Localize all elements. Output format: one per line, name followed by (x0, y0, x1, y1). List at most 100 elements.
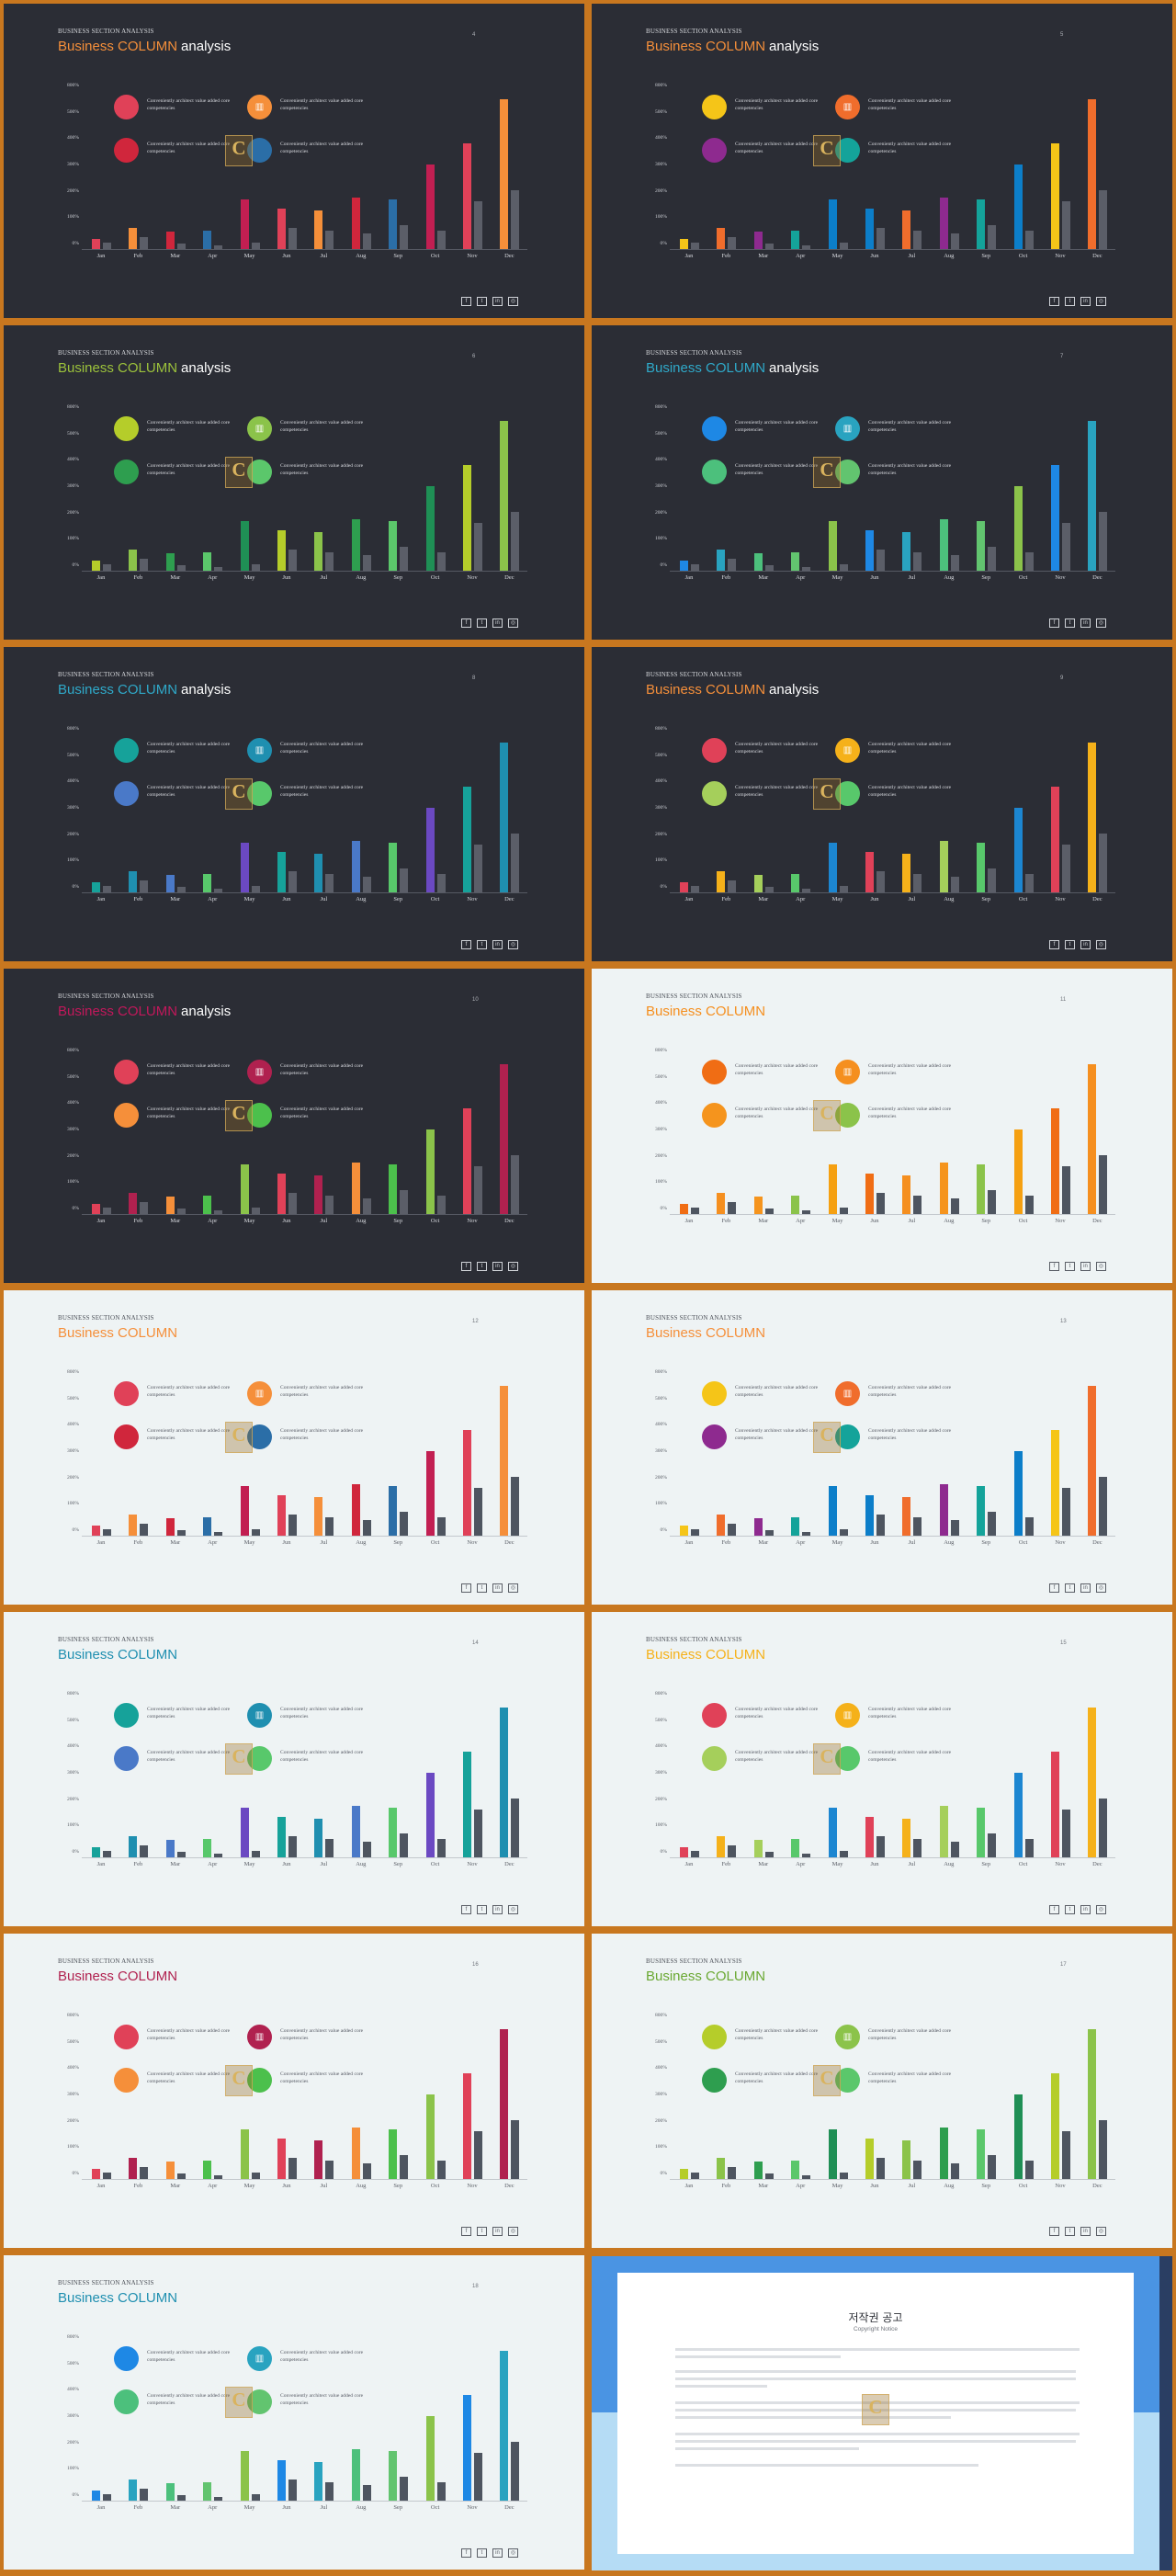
bar-secondary-sep (400, 1833, 409, 1857)
twitter-icon[interactable]: t (1065, 618, 1075, 628)
slide-thumbnail[interactable]: BUSINESS SECTION ANALYSIS Business COLUMN… (4, 647, 584, 961)
instagram-icon[interactable]: ◎ (1096, 1583, 1106, 1593)
facebook-icon[interactable]: f (1049, 1583, 1059, 1593)
twitter-icon[interactable]: t (477, 1262, 487, 1271)
x-axis-label: Mar (758, 2183, 769, 2189)
twitter-icon[interactable]: t (477, 618, 487, 628)
bar-primary-feb (129, 228, 138, 249)
bar-secondary-jun (288, 2158, 297, 2179)
copyright-slide[interactable]: 저작권 공고 Copyright Notice C (592, 2256, 1172, 2570)
twitter-icon[interactable]: t (477, 297, 487, 306)
linkedin-icon[interactable]: in (492, 2548, 503, 2558)
facebook-icon[interactable]: f (1049, 1262, 1059, 1271)
slide-thumbnail[interactable]: BUSINESS SECTION ANALYSIS Business COLUMN… (592, 1934, 1172, 2248)
bar-secondary-apr (214, 1531, 223, 1536)
bar-primary-sep (977, 2128, 986, 2179)
slide-thumbnail[interactable]: BUSINESS SECTION ANALYSIS Business COLUMN… (4, 4, 584, 318)
twitter-icon[interactable]: t (477, 2548, 487, 2558)
x-axis-label: Nov (467, 2183, 478, 2189)
instagram-icon[interactable]: ◎ (1096, 618, 1106, 628)
slide-thumbnail[interactable]: BUSINESS SECTION ANALYSIS Business COLUMN… (4, 1290, 584, 1605)
copyright-text-line (675, 2348, 1080, 2351)
twitter-icon[interactable]: t (1065, 1262, 1075, 1271)
twitter-icon[interactable]: t (1065, 1583, 1075, 1593)
twitter-icon[interactable]: t (477, 940, 487, 949)
linkedin-icon[interactable]: in (492, 1583, 503, 1593)
y-axis-tick-label: 200% (654, 187, 667, 194)
linkedin-icon[interactable]: in (1080, 2227, 1091, 2236)
twitter-icon[interactable]: t (1065, 940, 1075, 949)
facebook-icon[interactable]: f (461, 2548, 471, 2558)
instagram-icon[interactable]: ◎ (1096, 1905, 1106, 1914)
instagram-icon[interactable]: ◎ (508, 618, 518, 628)
instagram-icon[interactable]: ◎ (1096, 1262, 1106, 1271)
instagram-icon[interactable]: ◎ (508, 1583, 518, 1593)
facebook-icon[interactable]: f (461, 618, 471, 628)
bar-primary-oct (1013, 165, 1023, 249)
bar-primary-nov (463, 2073, 471, 2179)
facebook-icon[interactable]: f (1049, 2227, 1059, 2236)
slide-thumbnail[interactable]: BUSINESS SECTION ANALYSIS Business COLUMN… (592, 1612, 1172, 1926)
facebook-icon[interactable]: f (1049, 1905, 1059, 1914)
facebook-icon[interactable]: f (461, 1262, 471, 1271)
instagram-icon[interactable]: ◎ (1096, 2227, 1106, 2236)
legend-text: Conveniently architect value added core … (868, 98, 952, 111)
facebook-icon[interactable]: f (461, 1583, 471, 1593)
x-axis-label: Jul (908, 253, 916, 259)
slide-title-suffix: analysis (181, 1004, 232, 1019)
twitter-icon[interactable]: t (1065, 297, 1075, 306)
x-axis-label: Apr (796, 574, 806, 581)
y-axis-tick-label: 300% (66, 162, 79, 167)
linkedin-icon[interactable]: in (1080, 618, 1091, 628)
instagram-icon[interactable]: ◎ (508, 1905, 518, 1914)
linkedin-icon[interactable]: in (492, 618, 503, 628)
linkedin-icon[interactable]: in (1080, 1262, 1091, 1271)
linkedin-icon[interactable]: in (1080, 297, 1091, 306)
slide-thumbnail[interactable]: BUSINESS SECTION ANALYSIS Business COLUMN… (4, 969, 584, 1283)
bar-primary-jan (92, 1846, 100, 1857)
facebook-icon[interactable]: f (461, 1905, 471, 1914)
linkedin-icon[interactable]: in (1080, 1583, 1091, 1593)
twitter-icon[interactable]: t (1065, 2227, 1075, 2236)
facebook-icon[interactable]: f (461, 297, 471, 306)
slide-thumbnail[interactable]: BUSINESS SECTION ANALYSIS Business COLUMN… (4, 1934, 584, 2248)
slide-thumbnail[interactable]: BUSINESS SECTION ANALYSIS Business COLUMN… (592, 325, 1172, 640)
linkedin-icon[interactable]: in (492, 1262, 503, 1271)
instagram-icon[interactable]: ◎ (1096, 297, 1106, 306)
slide-thumbnail[interactable]: BUSINESS SECTION ANALYSIS Business COLUMN… (4, 1612, 584, 1926)
bar-secondary-oct (436, 1195, 446, 1214)
x-axis-label: Sep (393, 896, 403, 902)
instagram-icon[interactable]: ◎ (1096, 940, 1106, 949)
facebook-icon[interactable]: f (461, 940, 471, 949)
facebook-icon[interactable]: f (1049, 940, 1059, 949)
logo-letter: C (232, 1424, 246, 1446)
twitter-icon[interactable]: t (1065, 1905, 1075, 1914)
linkedin-icon[interactable]: in (1080, 940, 1091, 949)
twitter-icon[interactable]: t (477, 2227, 487, 2236)
bar-primary-oct (1013, 1773, 1023, 1857)
instagram-icon[interactable]: ◎ (508, 2548, 518, 2558)
facebook-icon[interactable]: f (1049, 618, 1059, 628)
linkedin-icon[interactable]: in (1080, 1905, 1091, 1914)
instagram-icon[interactable]: ◎ (508, 2227, 518, 2236)
twitter-icon[interactable]: t (477, 1583, 487, 1593)
linkedin-icon[interactable]: in (492, 2227, 503, 2236)
x-axis-label: Jun (282, 2183, 291, 2189)
facebook-icon[interactable]: f (1049, 297, 1059, 306)
slide-thumbnail[interactable]: BUSINESS SECTION ANALYSIS Business COLUMN… (592, 969, 1172, 1283)
legend-text: Conveniently architect value added core … (280, 1063, 364, 1076)
instagram-icon[interactable]: ◎ (508, 297, 518, 306)
slide-thumbnail[interactable]: BUSINESS SECTION ANALYSIS Business COLUMN… (592, 1290, 1172, 1605)
linkedin-icon[interactable]: in (492, 297, 503, 306)
slide-thumbnail[interactable]: BUSINESS SECTION ANALYSIS Business COLUMN… (592, 4, 1172, 318)
slide-thumbnail[interactable]: BUSINESS SECTION ANALYSIS Business COLUMN… (4, 2255, 584, 2570)
facebook-icon[interactable]: f (461, 2227, 471, 2236)
instagram-icon[interactable]: ◎ (508, 940, 518, 949)
linkedin-icon[interactable]: in (492, 1905, 503, 1914)
linkedin-icon[interactable]: in (492, 940, 503, 949)
slide-thumbnail[interactable]: BUSINESS SECTION ANALYSIS Business COLUMN… (592, 647, 1172, 961)
twitter-icon[interactable]: t (477, 1905, 487, 1914)
instagram-icon[interactable]: ◎ (508, 1262, 518, 1271)
bar-primary-mar (165, 553, 175, 571)
slide-thumbnail[interactable]: BUSINESS SECTION ANALYSIS Business COLUMN… (4, 325, 584, 640)
